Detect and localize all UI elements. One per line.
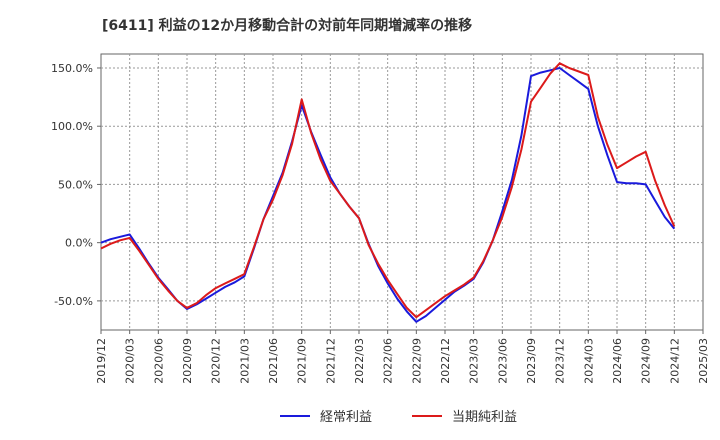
- x-tick-label: 2022/12: [439, 338, 452, 384]
- plot-area: [100, 53, 704, 331]
- y-tick-label: 50.0%: [58, 178, 93, 191]
- x-tick-label: 2022/06: [382, 338, 395, 384]
- y-axis: 150.0% 100.0% 50.0% 0.0% -50.0%: [51, 62, 101, 308]
- x-tick-label: 2025/03: [697, 338, 710, 384]
- series-line-net-profit: [100, 62, 676, 319]
- x-tick-label: 2024/06: [611, 338, 624, 384]
- x-tick-label: 2020/09: [181, 338, 194, 384]
- x-tick-label: 2023/09: [525, 338, 538, 384]
- legend-label-net-profit: 当期純利益: [452, 410, 517, 425]
- x-tick-label: 2020/12: [210, 338, 223, 384]
- y-tick-label: 100.0%: [51, 120, 93, 133]
- x-tick-label: 2023/12: [554, 338, 567, 384]
- x-tick-label: 2020/03: [124, 338, 137, 384]
- series-line-ordinary-profit: [100, 67, 676, 323]
- x-tick-label: 2021/06: [267, 338, 280, 384]
- x-tick-label: 2021/03: [238, 338, 251, 384]
- x-tick-label: 2023/06: [496, 338, 509, 384]
- x-tick-label: 2022/09: [410, 338, 423, 384]
- x-tick-label: 2022/03: [353, 338, 366, 384]
- legend-label-ordinary-profit: 経常利益: [320, 410, 372, 425]
- y-tick-label: 150.0%: [51, 62, 93, 75]
- series-lines: [100, 62, 676, 323]
- x-tick-label: 2024/12: [668, 338, 681, 384]
- x-tick-label: 2020/06: [152, 338, 165, 384]
- chart-title: [6411] 利益の12か月移動合計の対前年同期増減率の推移: [102, 17, 472, 34]
- y-tick-label: 0.0%: [65, 237, 93, 250]
- x-tick-label: 2023/03: [468, 338, 481, 384]
- y-tick-label: -50.0%: [54, 295, 93, 308]
- legend: 経常利益 当期純利益: [280, 410, 517, 425]
- x-tick-label: 2024/09: [640, 338, 653, 384]
- x-tick-label: 2024/03: [582, 338, 595, 384]
- x-tick-label: 2019/12: [95, 338, 108, 384]
- x-tick-label: 2021/12: [324, 338, 337, 384]
- x-axis: 2019/12 2020/03 2020/06 2020/09 2020/12 2021/…: [95, 330, 710, 384]
- x-tick-label: 2021/09: [296, 338, 309, 384]
